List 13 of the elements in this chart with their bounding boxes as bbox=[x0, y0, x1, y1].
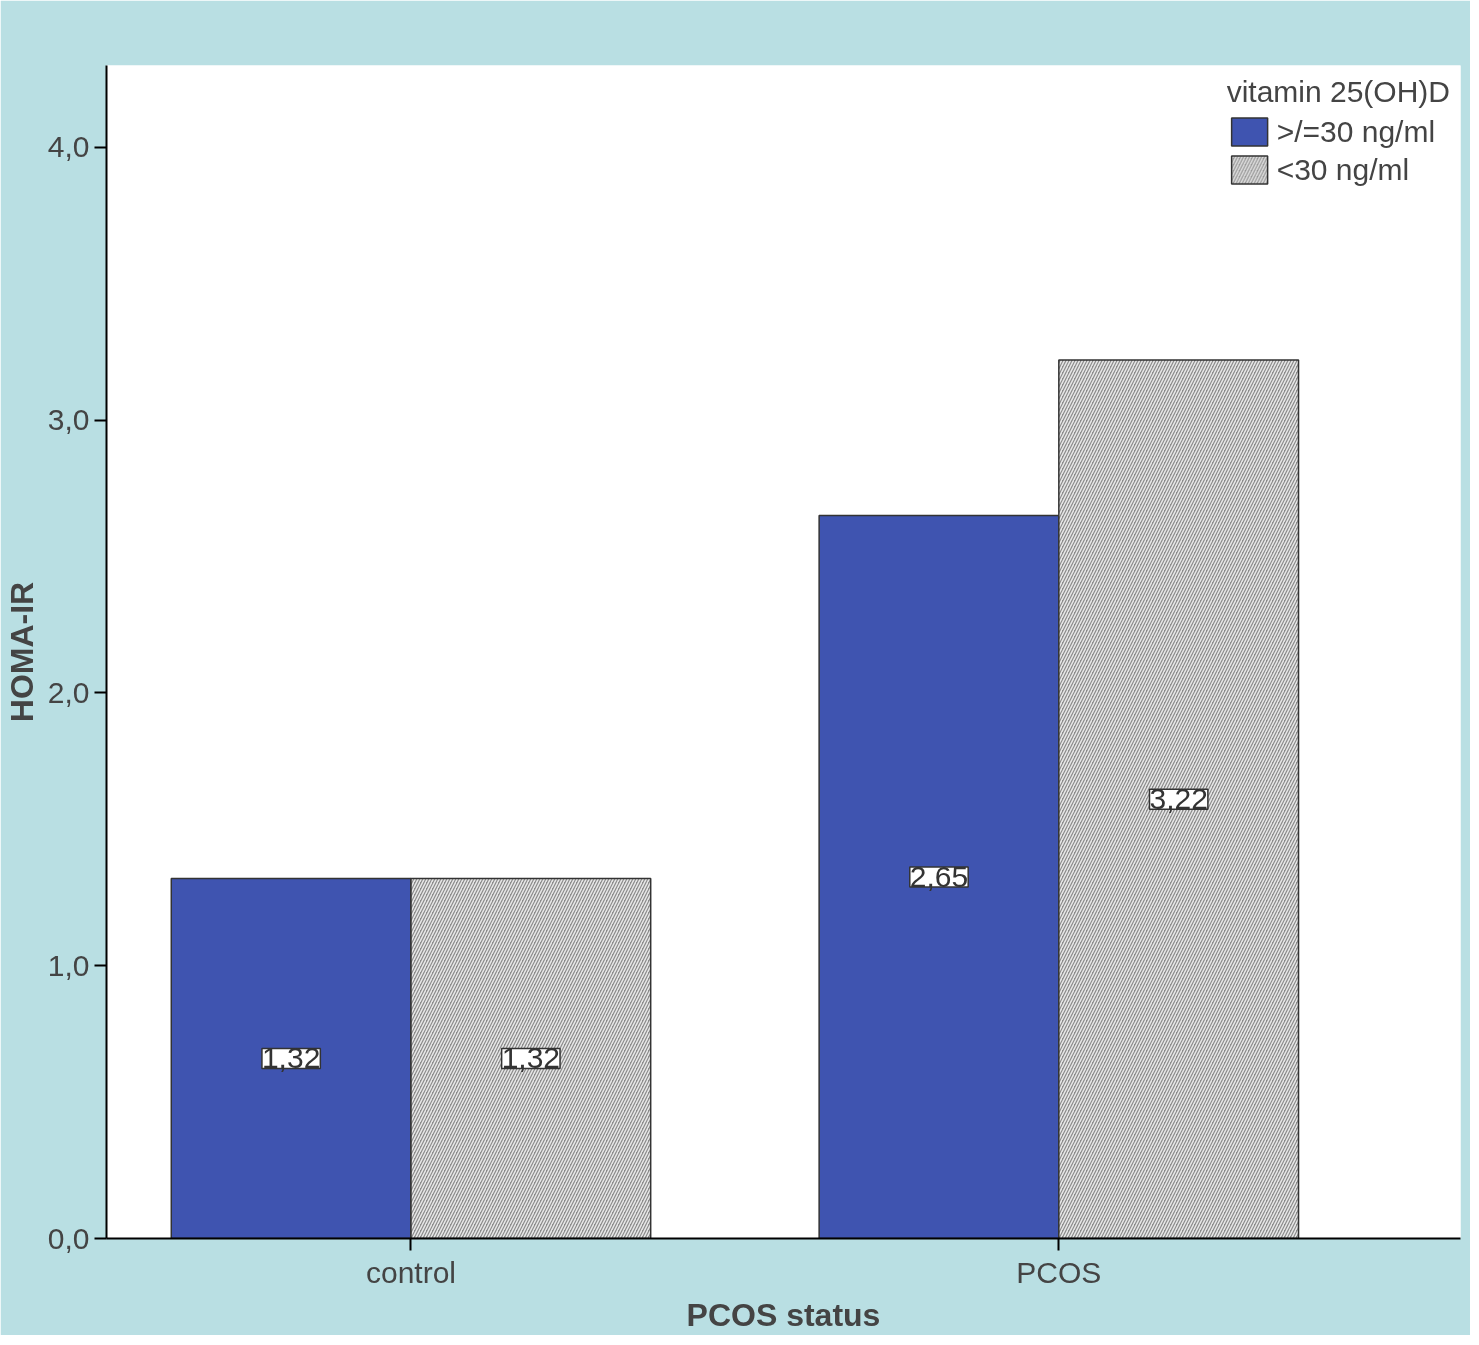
legend-label: >/=30 ng/ml bbox=[1276, 114, 1436, 149]
y-tick-label: 0,0 bbox=[47, 1221, 90, 1255]
legend-label: <30 ng/ml bbox=[1276, 152, 1410, 187]
data-label: 2,65 bbox=[909, 860, 969, 894]
y-tick-label: 3,0 bbox=[47, 403, 90, 437]
y-axis-title: HOMA-IR bbox=[3, 581, 40, 723]
y-tick-label: 2,0 bbox=[47, 675, 90, 709]
x-axis-title: PCOS status bbox=[686, 1296, 881, 1333]
x-tick-label: control bbox=[365, 1255, 457, 1289]
y-tick-label: 4,0 bbox=[47, 130, 90, 164]
legend-title: vitamin 25(OH)D bbox=[1226, 75, 1450, 109]
x-tick-label: PCOS bbox=[1016, 1255, 1102, 1289]
y-tick-label: 1,0 bbox=[47, 948, 90, 982]
